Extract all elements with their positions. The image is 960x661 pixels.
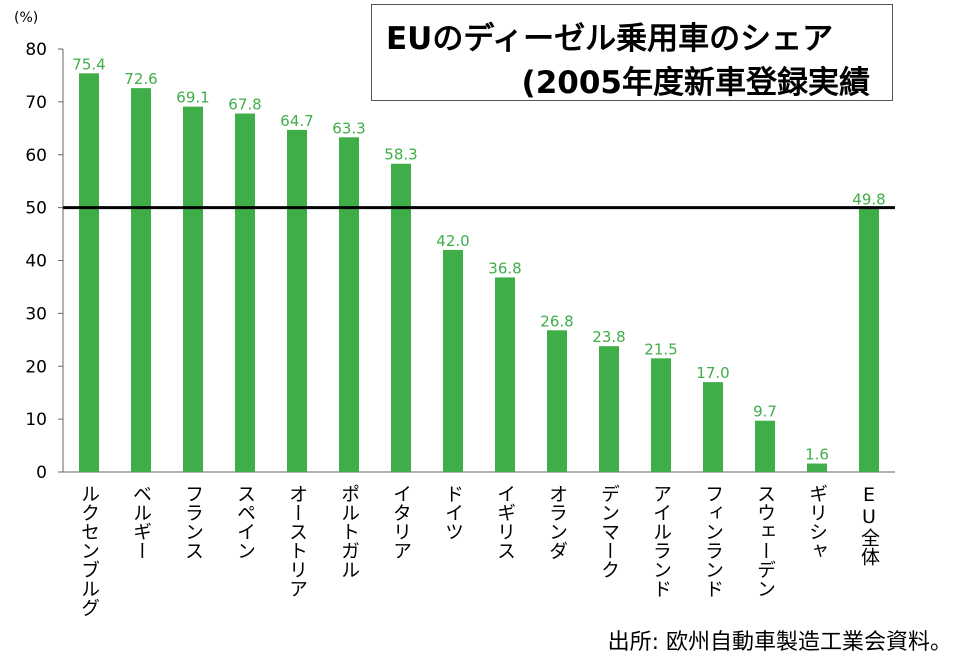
bar-value-label: 17.0: [696, 364, 729, 382]
bar: [547, 330, 567, 472]
category-label: オランダ: [546, 484, 568, 560]
bar-value-label: 9.7: [753, 403, 777, 421]
bar: [79, 73, 99, 472]
bar: [443, 249, 463, 472]
category-label: イタリア: [390, 484, 412, 560]
bar-value-label: 1.6: [805, 446, 829, 464]
bar: [183, 106, 203, 472]
bar: [339, 137, 359, 472]
category-label: ギリシャ: [806, 484, 828, 560]
source-note: 出所: 欧州自動車製造工業会資料。: [607, 630, 952, 655]
category-label: ドイツ: [442, 484, 464, 541]
category-label: デンマーク: [598, 484, 620, 579]
category-label: ベルギー: [130, 484, 152, 560]
category-label: スウェーデン: [754, 484, 776, 598]
y-tick-label: 30: [25, 304, 47, 324]
y-tick-label: 70: [25, 93, 47, 113]
y-tick-label: 60: [25, 146, 47, 166]
bar-value-label: 58.3: [384, 146, 417, 164]
y-tick-label: 50: [25, 199, 47, 219]
bar: [703, 382, 723, 472]
bar-value-label: 67.8: [228, 96, 261, 114]
category-label: ポルトガル: [338, 484, 360, 579]
y-tick-label: 40: [25, 252, 47, 272]
bar-value-label: 69.1: [176, 89, 209, 107]
bar-value-label: 75.4: [72, 55, 105, 73]
bar: [391, 163, 411, 472]
bar: [755, 420, 775, 472]
y-tick-label: 20: [25, 357, 47, 377]
bar: [287, 129, 307, 472]
bar-value-label: 64.7: [280, 112, 313, 130]
y-tick-label: 10: [25, 410, 47, 430]
category-label: アイルランド: [650, 484, 672, 598]
bar-value-label: 36.8: [488, 259, 521, 277]
category-label: オーストリア: [286, 484, 308, 598]
bar: [651, 358, 671, 472]
bar: [807, 463, 827, 472]
bar-value-label: 49.8: [852, 191, 885, 209]
category-label: ルクセンブルグ: [78, 484, 100, 617]
bar-value-label: 21.5: [644, 340, 677, 358]
bar: [599, 346, 619, 472]
bar-value-label: 42.0: [436, 232, 469, 250]
y-tick-label: 0: [36, 463, 47, 483]
bar: [131, 88, 151, 472]
category-label: フィンランド: [702, 484, 724, 598]
category-label: スペイン: [234, 484, 256, 560]
bar-value-label: 26.8: [540, 312, 573, 330]
bar-value-label: 63.3: [332, 119, 365, 137]
category-label: イギリス: [494, 484, 516, 560]
y-tick-label: 80: [25, 40, 47, 60]
bar-value-label: 23.8: [592, 328, 625, 346]
bar-value-label: 72.6: [124, 70, 157, 88]
bar: [235, 113, 255, 472]
bar: [859, 208, 879, 472]
title-box: EUのディーゼル乗用車のシェア (2005年度新車登録実績: [371, 4, 893, 101]
y-unit-label: (%): [14, 10, 39, 26]
chart-title-line1: EUのディーゼル乗用車のシェア: [386, 21, 834, 57]
category-label: EU全体: [858, 484, 880, 566]
bar: [495, 277, 515, 472]
category-label: フランス: [182, 484, 204, 560]
chart-title-line2: (2005年度新車登録実績: [521, 65, 870, 101]
